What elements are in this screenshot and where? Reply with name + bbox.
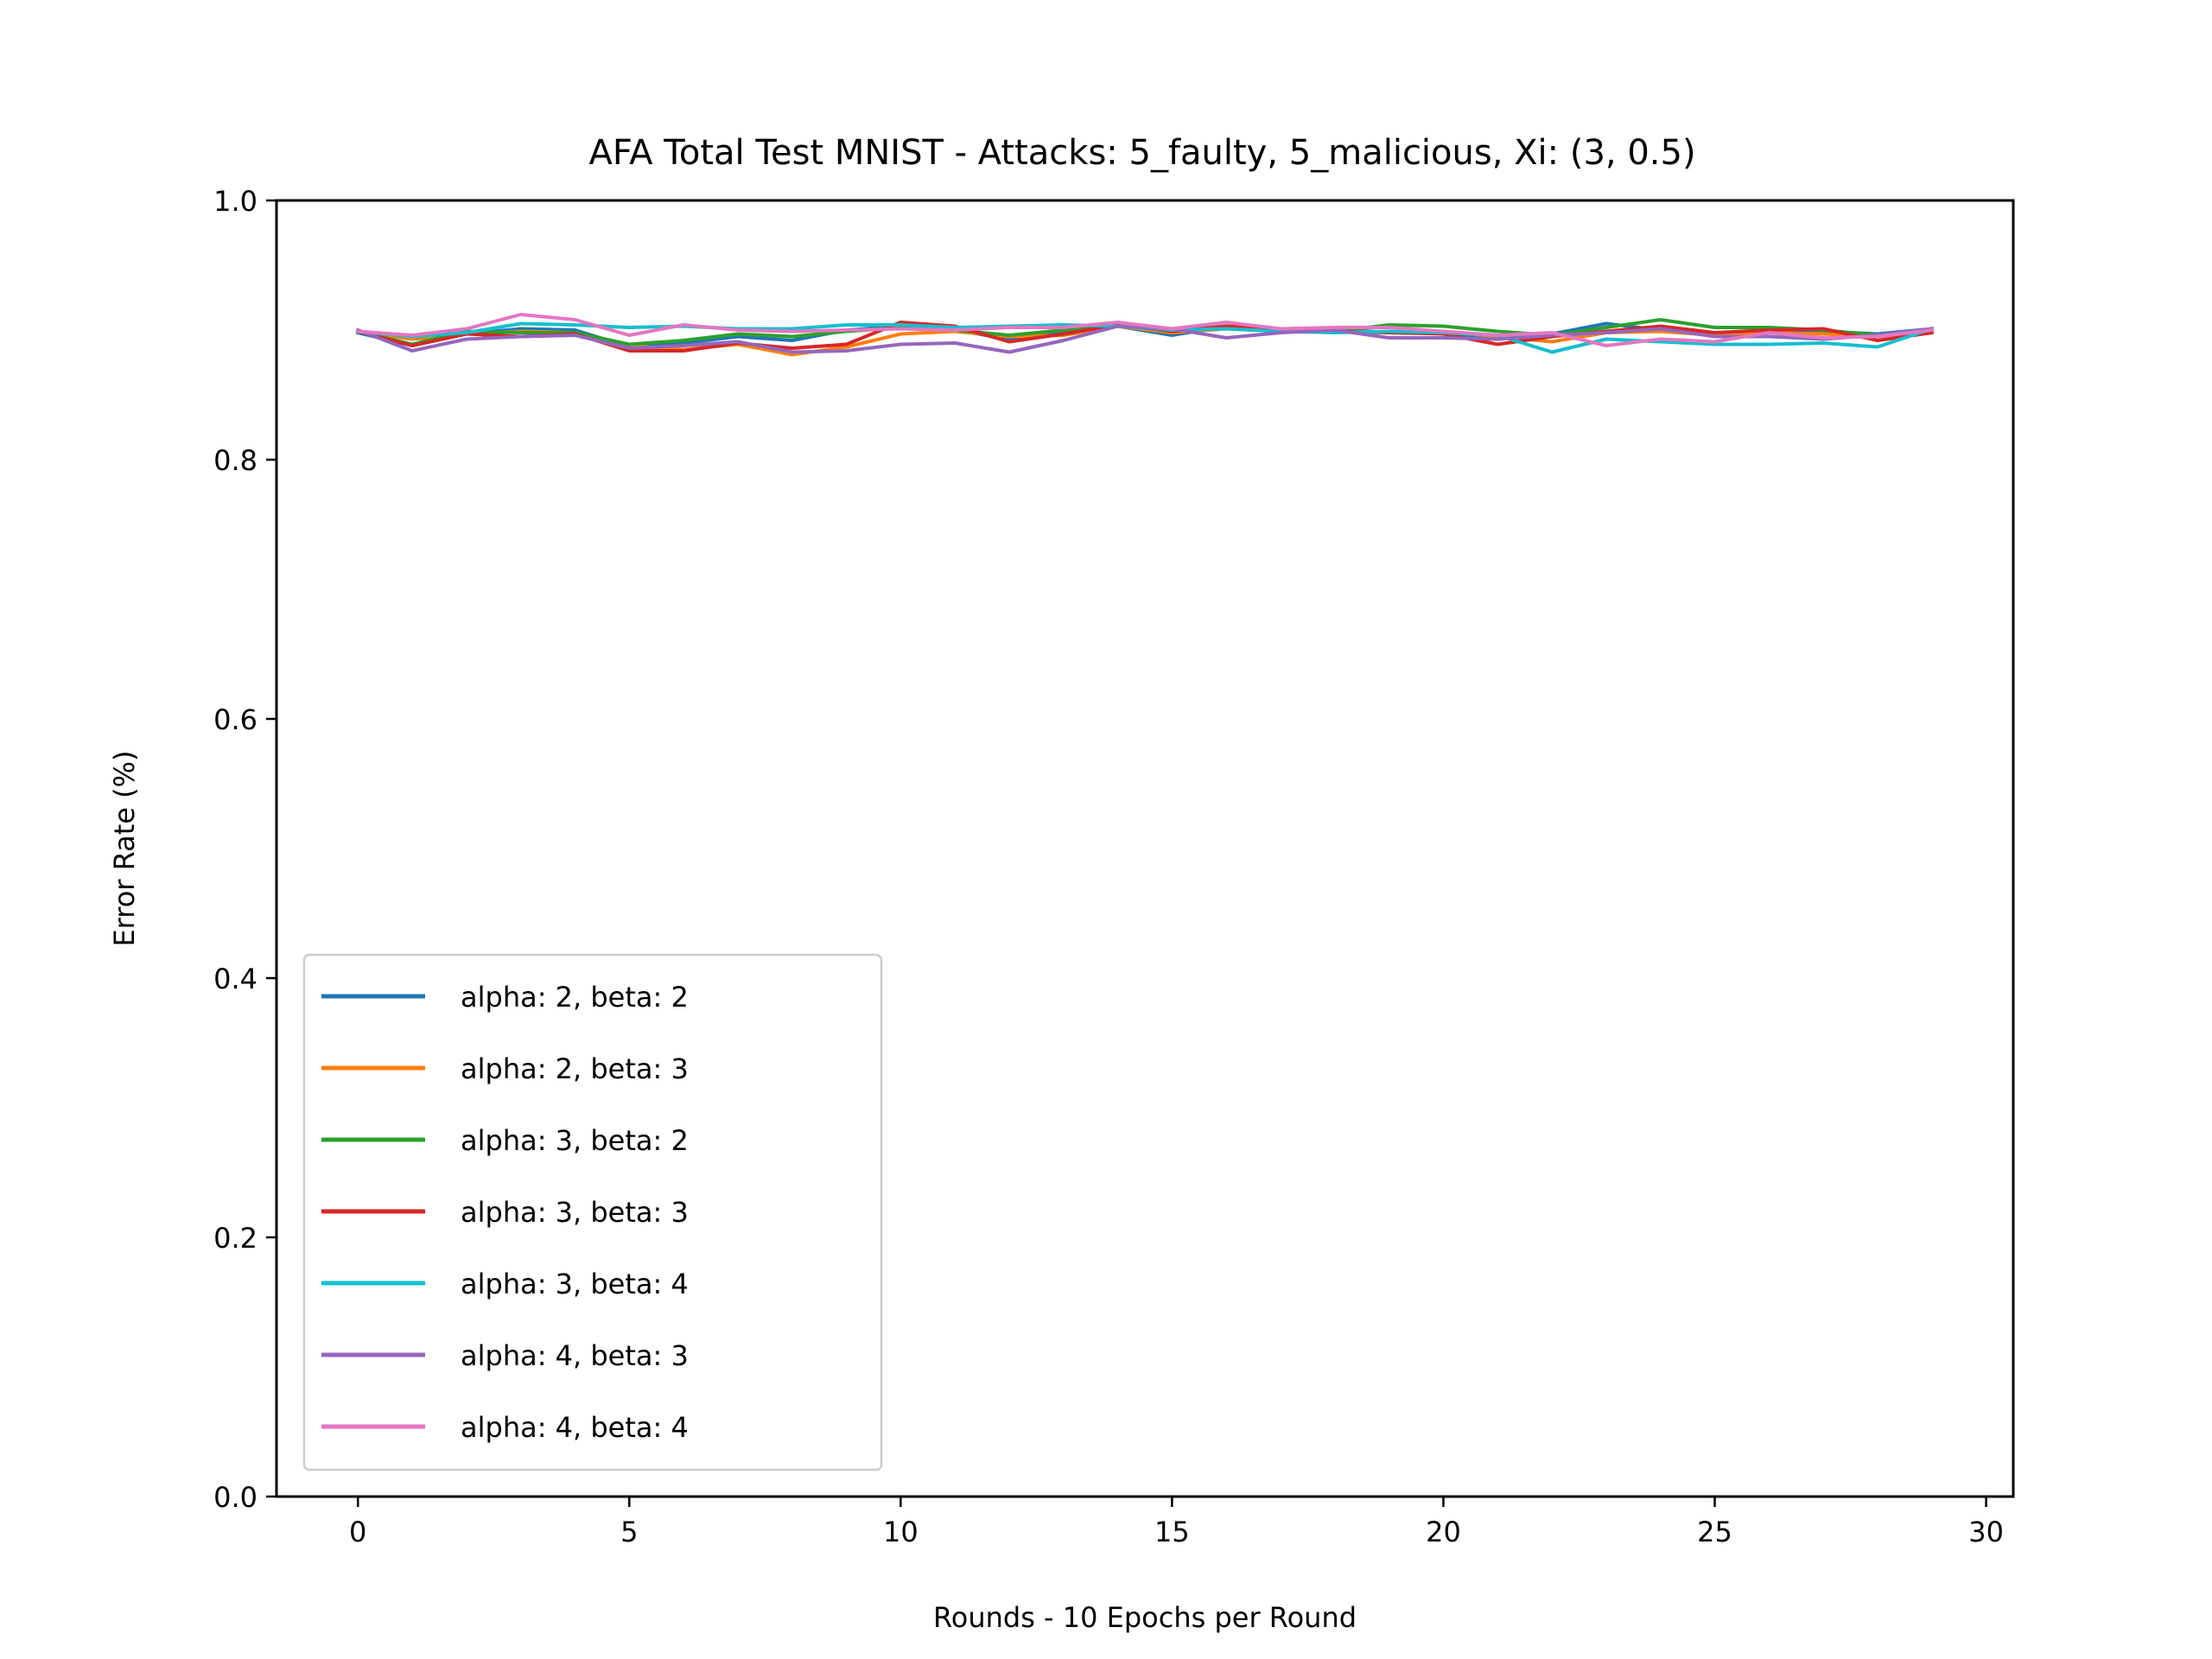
series-layer [355,313,1935,357]
y-tick-label: 0.4 [213,963,257,995]
legend: alpha: 2, beta: 2 alpha: 2, beta: 3 alpha:… [302,953,883,1471]
legend-box [302,953,883,1471]
legend-label-6: alpha: 4, beta: 3 [461,1339,689,1372]
plot-frame [275,199,2015,1498]
y-tick-label: 0.0 [213,1481,257,1514]
y-tick-label: 1.0 [213,185,257,218]
y-tick-label: 0.6 [213,703,257,736]
x-tick-label: 0 [349,1516,366,1548]
x-tick-label: 20 [1426,1516,1461,1548]
chart-title: AFA Total Test MNIST - Attacks: 5_faulty… [588,133,1695,173]
ticks-layer: 0 5 10 15 20 25 30 0.0 0.2 0.4 0.6 0.8 1.0 [213,185,2004,1548]
legend-entries: alpha: 2, beta: 2 alpha: 2, beta: 3 alpha:… [321,981,689,1444]
series-line-6 [355,324,1935,354]
y-tick-label: 0.8 [213,444,257,477]
x-tick-label: 5 [620,1516,638,1548]
x-axis-label: Rounds - 10 Epochs per Round [933,1601,1357,1634]
legend-label-5: alpha: 3, beta: 4 [461,1268,689,1300]
x-tick-label: 25 [1697,1516,1732,1548]
legend-label-2: alpha: 2, beta: 3 [461,1052,689,1085]
x-tick-label: 30 [1968,1516,2004,1548]
legend-label-3: alpha: 3, beta: 2 [461,1124,689,1157]
y-axis-label: Error Rate (%) [108,750,141,946]
x-tick-label: 10 [883,1516,918,1548]
legend-label-4: alpha: 3, beta: 3 [461,1196,689,1229]
legend-label-7: alpha: 4, beta: 4 [461,1411,689,1444]
x-tick-label: 15 [1154,1516,1190,1548]
y-tick-label: 0.2 [213,1222,257,1255]
legend-label-1: alpha: 2, beta: 2 [461,981,689,1014]
series-line-7 [356,313,1935,347]
